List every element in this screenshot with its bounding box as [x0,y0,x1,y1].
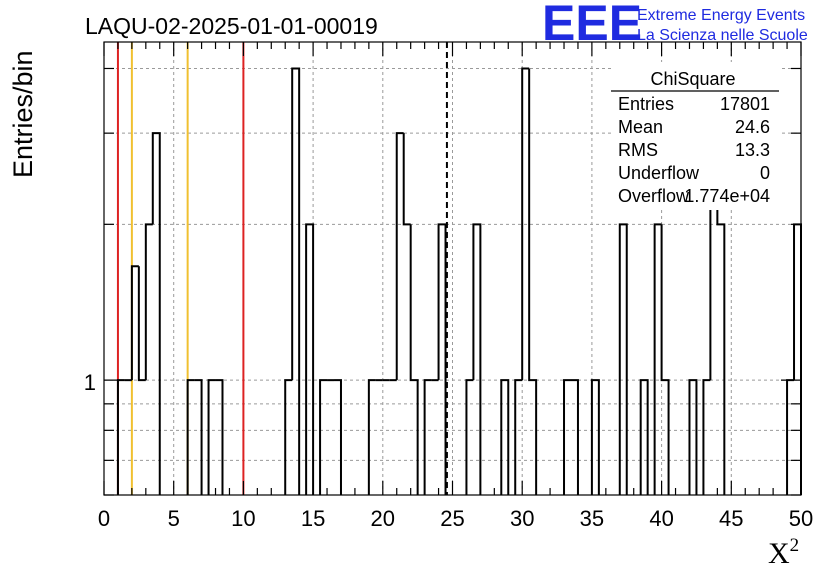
histogram-bin [319,379,328,495]
x-tick-label: 0 [98,506,110,531]
x-tick-label: 45 [719,506,743,531]
stats-overflow-value: 1.774e+04 [684,186,770,206]
stats-entries-label: Entries [618,94,674,114]
histogram-bin [305,223,315,495]
histogram-bin [653,223,662,495]
histogram-bin [639,379,649,495]
stats-box-background [611,62,779,210]
histogram-bin [130,265,139,381]
histogram-bin [528,68,538,495]
histogram-bin [590,379,600,495]
y-tick-label-1: 1 [84,370,96,395]
x-axis-title-superscript: 2 [790,535,800,556]
histogram-bin [116,379,125,495]
histogram-bin [409,224,419,495]
histogram-bin [563,379,571,495]
histogram-bin [570,379,579,495]
stats-underflow-label: Underflow [618,163,700,183]
histogram-bin [500,379,510,495]
stats-mean-value: 24.6 [735,117,770,137]
x-tick-label: 50 [789,506,813,531]
x-tick-label: 15 [301,506,325,531]
x-tick-label: 25 [440,506,464,531]
stats-entries-value: 17801 [720,94,770,114]
histogram-bin [395,132,404,381]
histogram-bin [186,379,195,495]
x-axis-title-main: Χ [768,537,790,570]
x-tick-label: 30 [510,506,534,531]
histogram-bin [144,223,153,381]
histogram-bin [514,379,523,495]
stats-overflow-label: Overflow [618,186,690,206]
stats-underflow-value: 0 [760,163,770,183]
histogram-bin [521,67,530,381]
histogram-bin [786,379,795,495]
histogram-bin [151,132,161,495]
histogram-bin [702,379,711,495]
axis-ticks [103,42,802,496]
histogram-bin [367,379,376,495]
eee-logo-line1: Extreme Energy Events [637,7,805,24]
x-tick-label: 10 [231,506,255,531]
x-tick-labels: 0 5 10 15 20 25 30 35 40 45 50 [98,506,813,531]
histogram-bin [688,379,698,495]
histogram-bin [334,379,342,495]
x-tick-label: 20 [371,506,395,531]
histogram-bin [423,379,432,495]
stats-rms-label: RMS [618,140,658,160]
histogram [116,67,802,495]
histogram-bin [215,379,224,495]
histogram-bin [793,223,802,495]
histogram-bin [194,379,203,495]
eee-logo-mark: EEE [542,0,642,51]
x-tick-label: 40 [649,506,673,531]
stats-box-title: ChiSquare [650,69,735,89]
histogram-bin [465,379,474,495]
chart-title: LAQU-02-2025-01-01-00019 [85,13,378,39]
stats-mean-label: Mean [618,117,663,137]
histogram-bin [660,224,670,495]
y-axis-title: Entries/bin [8,50,38,178]
x-tick-label: 5 [168,506,180,531]
histogram-bin [291,67,301,495]
histogram-bin [437,223,447,495]
eee-logo: EEE Extreme Energy Events La Scienza nel… [542,0,808,51]
histogram-bin [618,223,628,495]
x-tick-label: 35 [580,506,604,531]
histogram-bin [207,379,216,495]
histogram-bin [284,379,293,495]
eee-logo-line2: La Scienza nelle Scuole [637,27,808,44]
x-axis-title: Χ2 [768,535,799,570]
histogram-bin [402,133,411,226]
histogram-bin [137,266,146,382]
histogram-bin [472,223,482,495]
stats-box: ChiSquare Entries 17801 Mean 24.6 RMS 13… [611,62,779,210]
stats-rms-value: 13.3 [735,140,770,160]
